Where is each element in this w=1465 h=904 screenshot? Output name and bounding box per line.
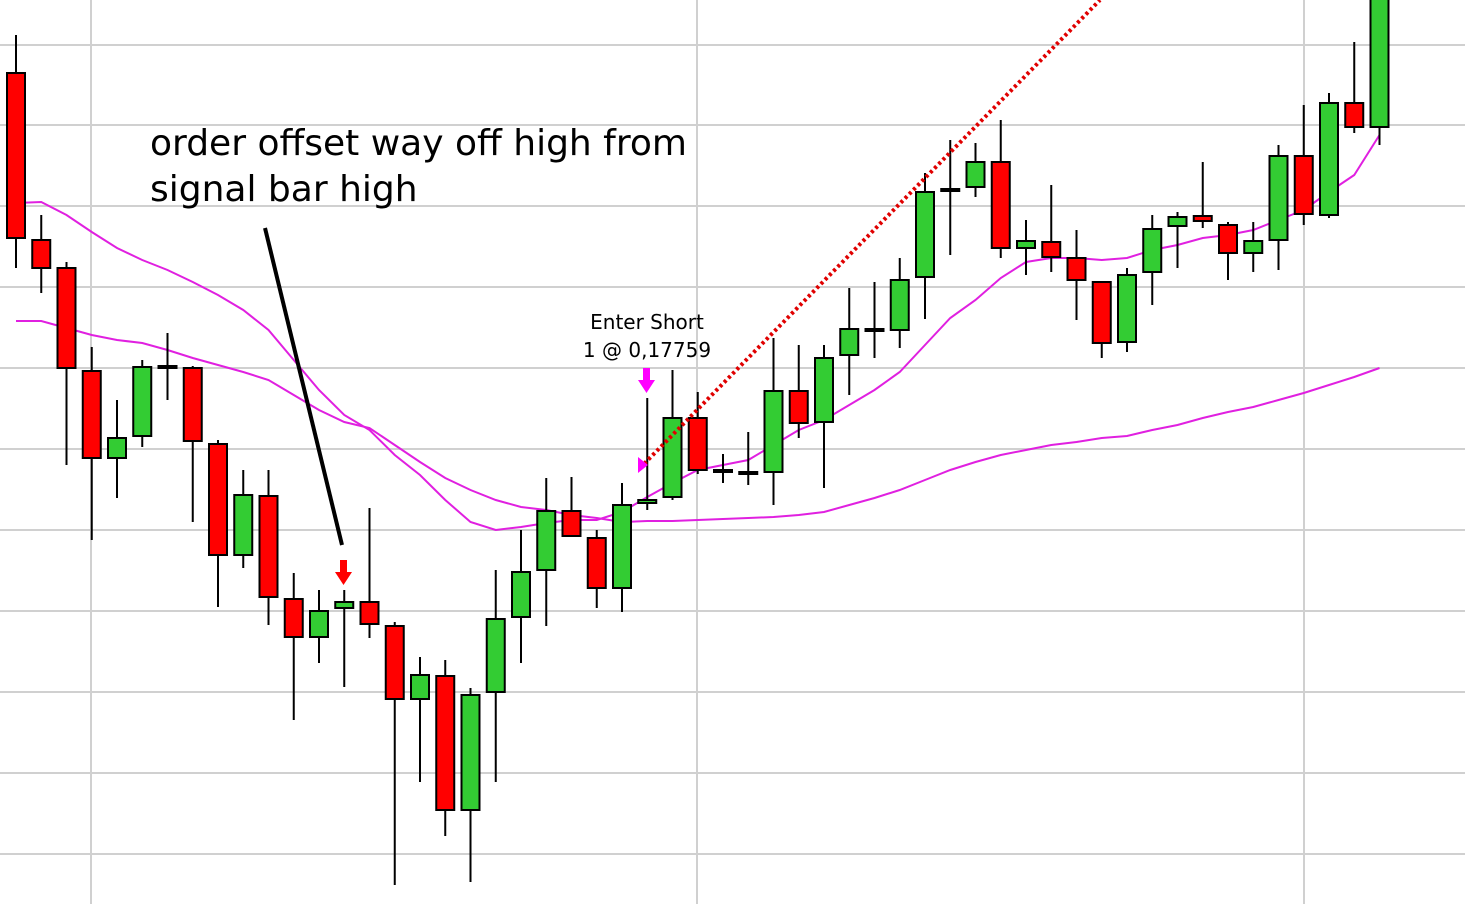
annotation-text: 1 @ 0,17759 (583, 338, 711, 362)
annotation-text: signal bar high (150, 169, 418, 210)
trend-line (638, 0, 1102, 470)
candle-body (485, 618, 506, 693)
candle-body (1293, 155, 1314, 215)
candle-body (1091, 281, 1112, 344)
pointer-line (263, 227, 344, 546)
moving-average-line (16, 320, 1380, 524)
candle-body (965, 161, 986, 188)
candle-body (258, 495, 279, 598)
candle-body (612, 504, 632, 589)
candle-body (359, 601, 380, 625)
candle-body (334, 601, 355, 609)
candle-body (536, 510, 557, 571)
candle-body (662, 417, 683, 498)
candle-body (940, 188, 961, 192)
candle-body (788, 390, 809, 424)
candle-body (561, 510, 582, 537)
candle-body (637, 499, 658, 504)
candle-body (56, 267, 77, 369)
candle-body (511, 571, 531, 618)
candle-body (738, 471, 759, 475)
candle-body (1041, 241, 1062, 258)
candle-body (31, 239, 52, 269)
candle-body (384, 625, 405, 700)
candle-body (1142, 228, 1163, 273)
candle-body (990, 161, 1011, 249)
plot (6, 0, 1390, 885)
candle-body (1268, 155, 1289, 241)
candle-body (586, 537, 607, 589)
candle-body (763, 390, 784, 473)
candle-body (283, 598, 304, 638)
candle-body (182, 367, 203, 442)
annotation-text: Enter Short (590, 310, 704, 334)
candle-body (1218, 224, 1238, 254)
candle-body (435, 675, 456, 811)
candle-body (687, 417, 708, 471)
candle-body (915, 191, 935, 278)
candle-body (309, 610, 329, 638)
entry-arrow (638, 368, 655, 393)
candle-body (1243, 240, 1264, 254)
candle-body (132, 366, 153, 437)
candle-body (107, 437, 127, 459)
signal-arrow (335, 560, 352, 585)
annotations: order offset way off high from signal ba… (150, 0, 1102, 585)
candle-body (889, 279, 910, 331)
candle-body (6, 72, 26, 239)
annotation-text: order offset way off high from (150, 123, 687, 164)
candle-body (839, 328, 860, 356)
candle-body (1319, 102, 1339, 216)
candle-body (208, 443, 228, 556)
candle-body (460, 694, 481, 811)
candle-body (713, 469, 733, 473)
candle-body (1016, 240, 1036, 249)
candle-body (1167, 216, 1188, 227)
candle-body (1369, 0, 1390, 128)
candle-body (814, 357, 834, 423)
candle-body (233, 494, 254, 556)
candle-body (410, 674, 430, 700)
candle-body (1344, 102, 1365, 128)
candle-body (81, 370, 102, 459)
candle-body (1117, 274, 1137, 343)
candle-body (1192, 215, 1213, 222)
candle-body (1066, 257, 1087, 281)
candle-body (157, 365, 178, 369)
entry-marker (638, 457, 648, 473)
candle-body (864, 328, 885, 332)
